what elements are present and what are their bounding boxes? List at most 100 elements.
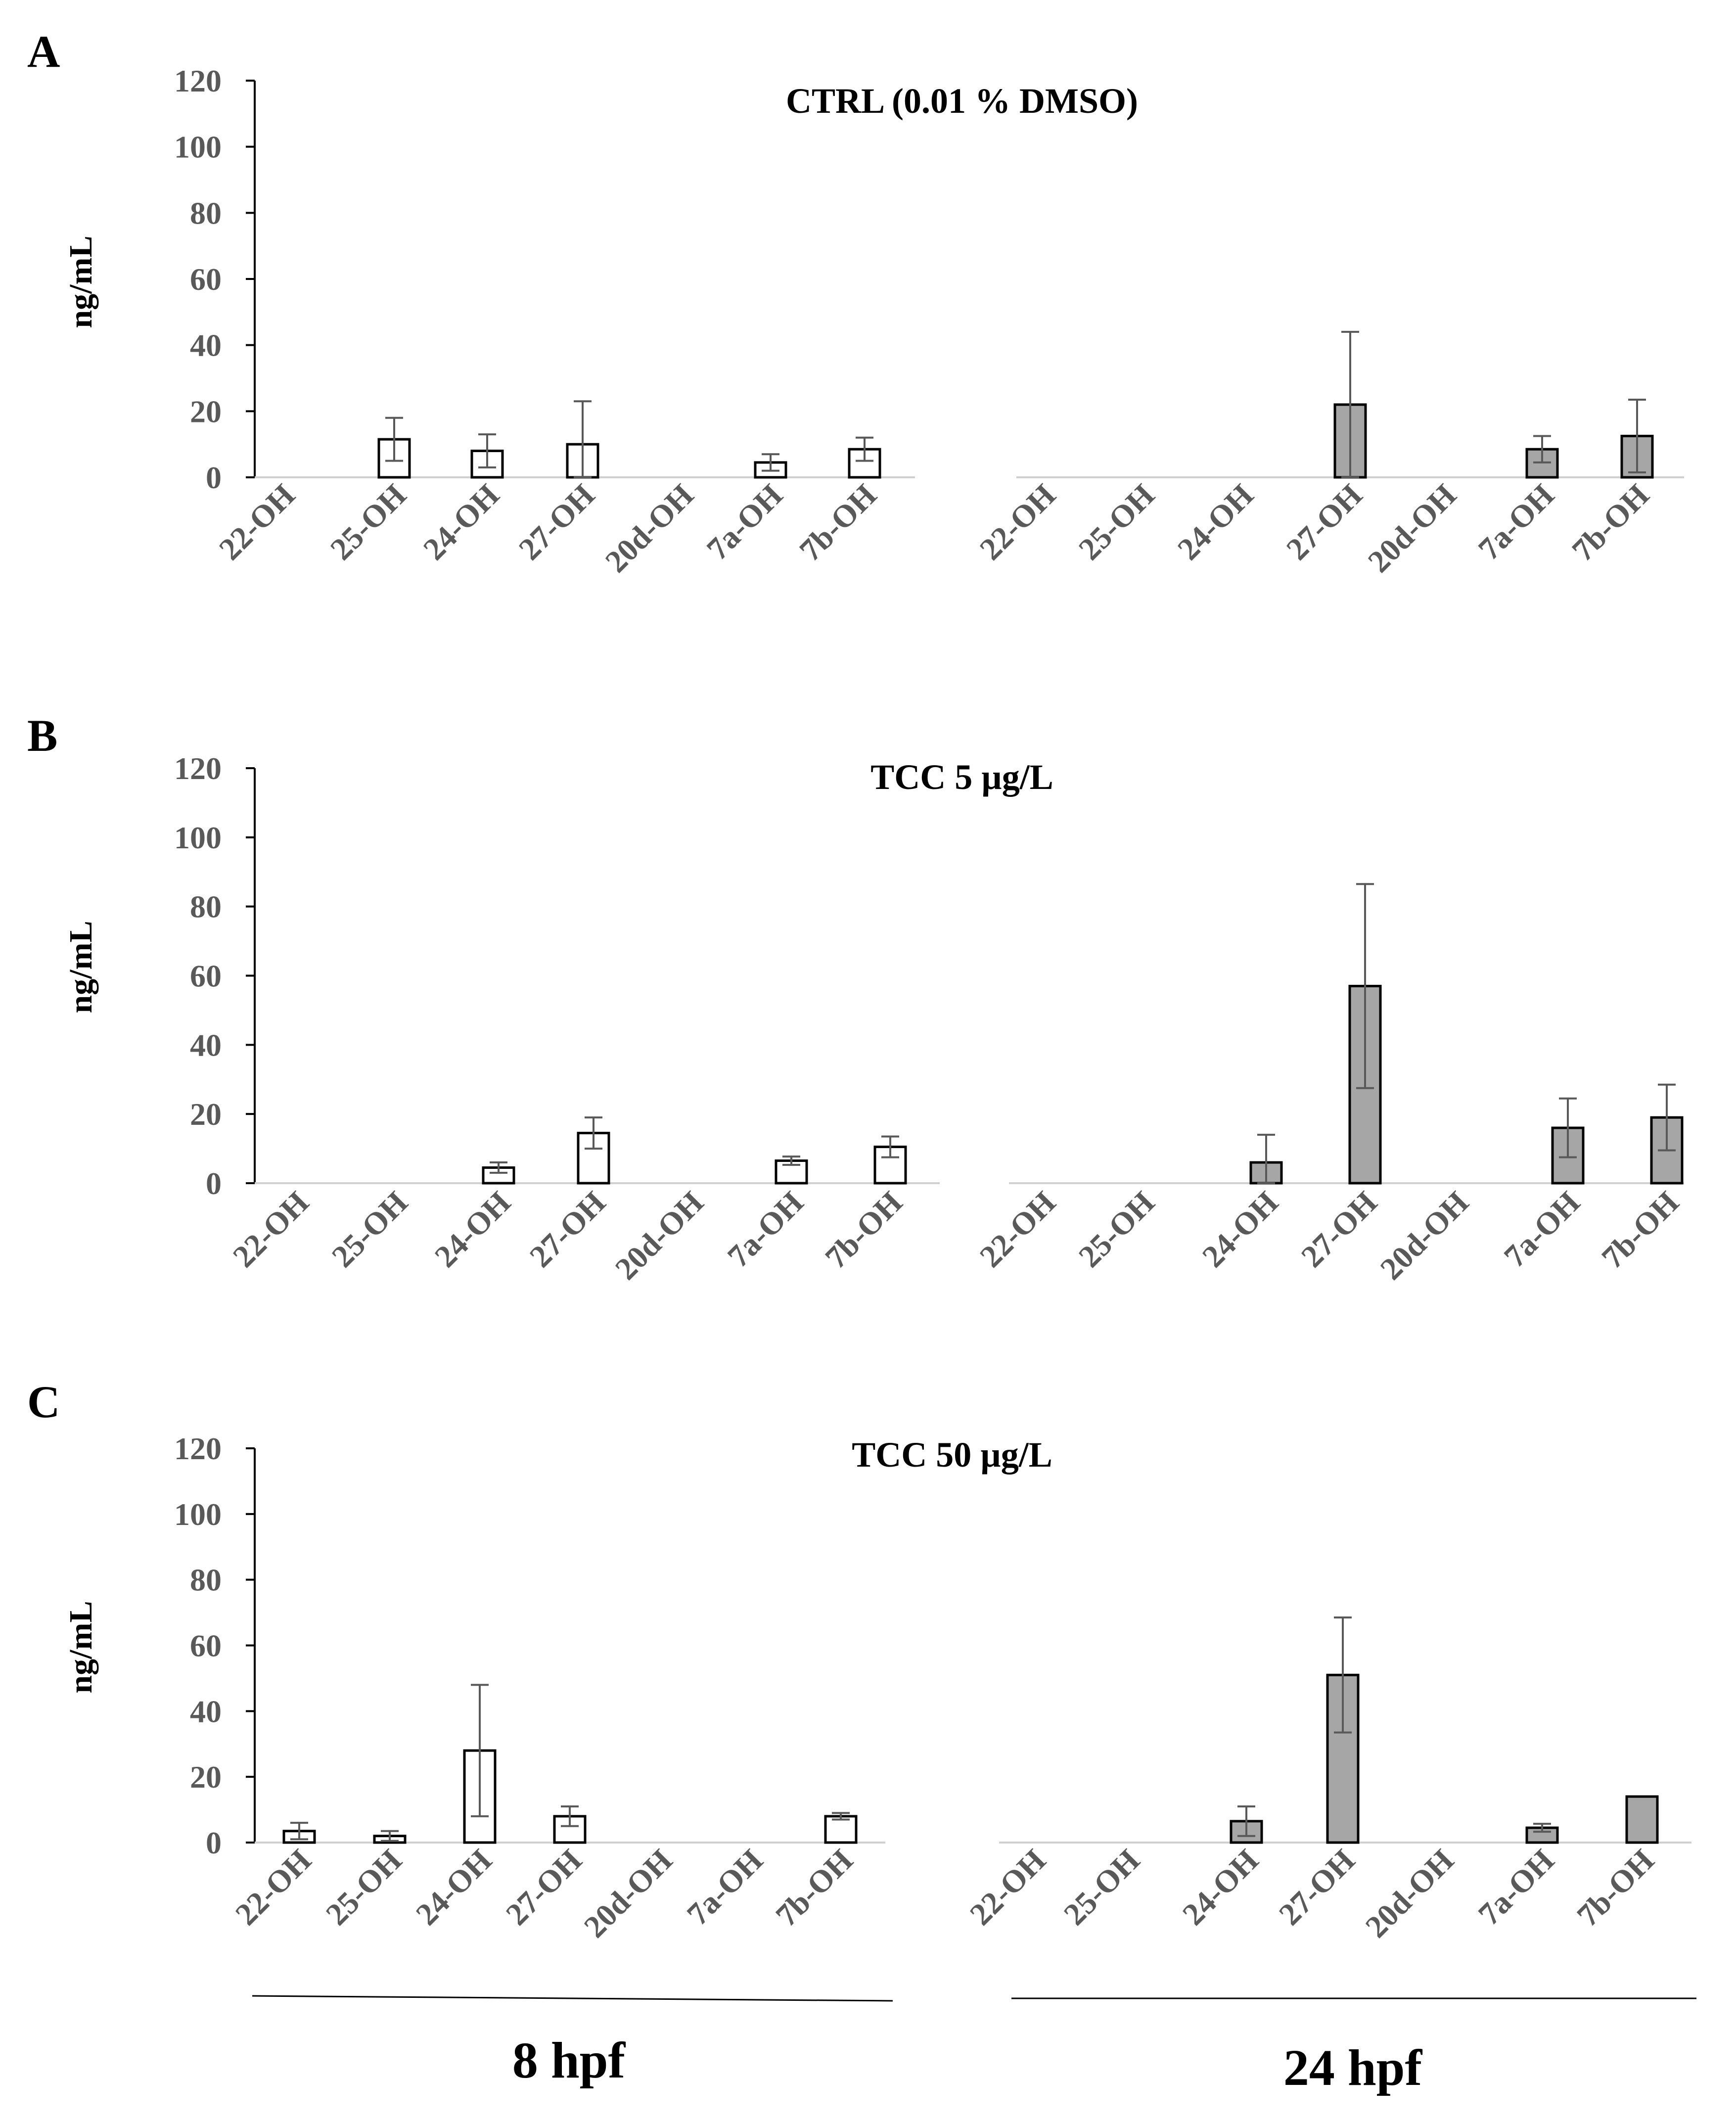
x-tick-label: 22-OH bbox=[973, 1185, 1062, 1274]
x-tick-label: 7b-OH bbox=[792, 477, 883, 568]
error-bar-7a-oh bbox=[1533, 435, 1551, 463]
x-tick-label: 27-OH bbox=[1279, 477, 1369, 567]
error-bar-24-oh bbox=[478, 433, 496, 468]
error-bar-24-oh bbox=[1257, 1134, 1275, 1184]
x-tick-label: 27-OH bbox=[512, 477, 601, 567]
y-tick-label: 0 bbox=[206, 1825, 222, 1860]
bar-24-oh bbox=[482, 1166, 515, 1185]
error-bar-22-oh bbox=[290, 1822, 308, 1841]
y-tick-label: 100 bbox=[174, 1497, 222, 1532]
x-tick-label: 20d-OH bbox=[608, 1185, 710, 1287]
error-bar-7b-oh bbox=[881, 1135, 899, 1158]
x-tick-label: 20d-OH bbox=[577, 1843, 679, 1944]
y-tick-label: 100 bbox=[174, 130, 222, 165]
x-tick-label: 27-OH bbox=[523, 1185, 612, 1274]
panel-label: C bbox=[27, 1377, 60, 1427]
error-bar-27-oh bbox=[1341, 330, 1359, 478]
y-tick-label: 100 bbox=[174, 820, 222, 855]
error-bar-7a-oh bbox=[1559, 1097, 1577, 1158]
x-tick-label: 24-OH bbox=[416, 477, 506, 567]
x-tick-label: 25-OH bbox=[323, 477, 413, 567]
y-tick-label: 0 bbox=[206, 1166, 222, 1201]
x-tick-label: 20d-OH bbox=[1373, 1185, 1475, 1287]
chart-title: TCC 50 µg/L bbox=[852, 1435, 1052, 1475]
x-tick-label: 22-OH bbox=[212, 477, 302, 567]
x-tick-label: 24-OH bbox=[409, 1843, 499, 1932]
error-bar-27-oh bbox=[561, 1805, 579, 1827]
x-tick-label: 24-OH bbox=[1171, 477, 1260, 567]
y-tick-label: 120 bbox=[174, 1431, 222, 1466]
x-tick-label: 7b-OH bbox=[1570, 1843, 1660, 1933]
y-tick-label: 0 bbox=[206, 460, 222, 495]
x-tick-label: 7b-OH bbox=[1595, 1185, 1685, 1275]
panel-label: A bbox=[27, 26, 60, 77]
error-bar-27-oh bbox=[1334, 1616, 1352, 1734]
x-tick-label: 22-OH bbox=[973, 477, 1062, 567]
y-tick-label: 80 bbox=[190, 195, 222, 231]
y-tick-label: 80 bbox=[190, 1563, 222, 1598]
x-tick-label: 7a-OH bbox=[680, 1843, 770, 1932]
y-tick-label: 20 bbox=[190, 1097, 222, 1132]
error-bar-27-oh bbox=[574, 400, 592, 478]
error-bar-7b-oh bbox=[1658, 1083, 1676, 1152]
x-tick-label: 24-OH bbox=[1176, 1843, 1265, 1932]
x-tick-label: 20d-OH bbox=[1359, 1843, 1461, 1944]
x-tick-label: 25-OH bbox=[1072, 1185, 1161, 1274]
panel-a: A CTRL (0.01 % DMSO) ng/mL 0 20 40 60 80 100 120 2… bbox=[27, 26, 1684, 579]
y-tick-label: 80 bbox=[190, 889, 222, 924]
group-labels: 8 hpf 24 hpf bbox=[252, 1995, 1696, 2096]
error-bar-25-oh bbox=[385, 416, 403, 462]
y-tick-label: 120 bbox=[174, 751, 222, 786]
x-tick-label: 7a-OH bbox=[700, 477, 789, 567]
y-axis-label: ng/mL bbox=[63, 235, 99, 328]
x-tick-label: 7a-OH bbox=[721, 1185, 810, 1274]
x-tick-label: 27-OH bbox=[1272, 1843, 1362, 1932]
x-tick-label: 7b-OH bbox=[1565, 477, 1655, 568]
y-tick-label: 60 bbox=[190, 959, 222, 994]
y-tick-label: 40 bbox=[190, 1694, 222, 1729]
x-tick-label: 7a-OH bbox=[1471, 1843, 1561, 1932]
x-tick-label: 24-OH bbox=[1195, 1185, 1285, 1274]
y-tick-label: 60 bbox=[190, 262, 222, 297]
x-tick-label: 20d-OH bbox=[1361, 477, 1463, 579]
error-bar-25-oh bbox=[381, 1830, 399, 1842]
error-bar-7a-oh bbox=[762, 453, 779, 472]
y-tick-label: 20 bbox=[190, 1759, 222, 1795]
x-tick-label: 25-OH bbox=[1057, 1843, 1146, 1932]
error-bar-7b-oh bbox=[832, 1812, 850, 1821]
panel-label: B bbox=[27, 710, 57, 761]
group-line-8hpf bbox=[252, 1995, 893, 2002]
bar-7b-oh bbox=[1625, 1795, 1659, 1844]
x-tick-label: 25-OH bbox=[319, 1843, 409, 1932]
y-tick-label: 20 bbox=[190, 394, 222, 429]
y-tick-label: 60 bbox=[190, 1628, 222, 1663]
x-tick-label: 27-OH bbox=[499, 1843, 589, 1932]
group-label-24hpf: 24 hpf bbox=[1283, 2039, 1423, 2096]
x-tick-label: 22-OH bbox=[228, 1843, 318, 1932]
chart-title: TCC 5 µg/L bbox=[870, 757, 1053, 797]
error-bar-24-oh bbox=[471, 1684, 489, 1817]
x-tick-label: 27-OH bbox=[1294, 1185, 1384, 1274]
x-tick-label: 7a-OH bbox=[1497, 1185, 1587, 1274]
x-tick-label: 7a-OH bbox=[1471, 477, 1561, 567]
x-tick-label: 7b-OH bbox=[818, 1185, 909, 1275]
x-tick-label: 24-OH bbox=[428, 1185, 517, 1274]
x-tick-label: 25-OH bbox=[325, 1185, 414, 1274]
y-axis-label: ng/mL bbox=[63, 921, 99, 1013]
y-axis-label: ng/mL bbox=[63, 1601, 99, 1693]
chart-title: CTRL (0.01 % DMSO) bbox=[786, 81, 1138, 121]
bar-7b-oh bbox=[824, 1815, 858, 1844]
error-bar-24-oh bbox=[490, 1161, 507, 1174]
group-label-8hpf: 8 hpf bbox=[512, 2032, 626, 2089]
y-tick-label: 120 bbox=[174, 63, 222, 98]
x-tick-label: 22-OH bbox=[226, 1185, 316, 1274]
